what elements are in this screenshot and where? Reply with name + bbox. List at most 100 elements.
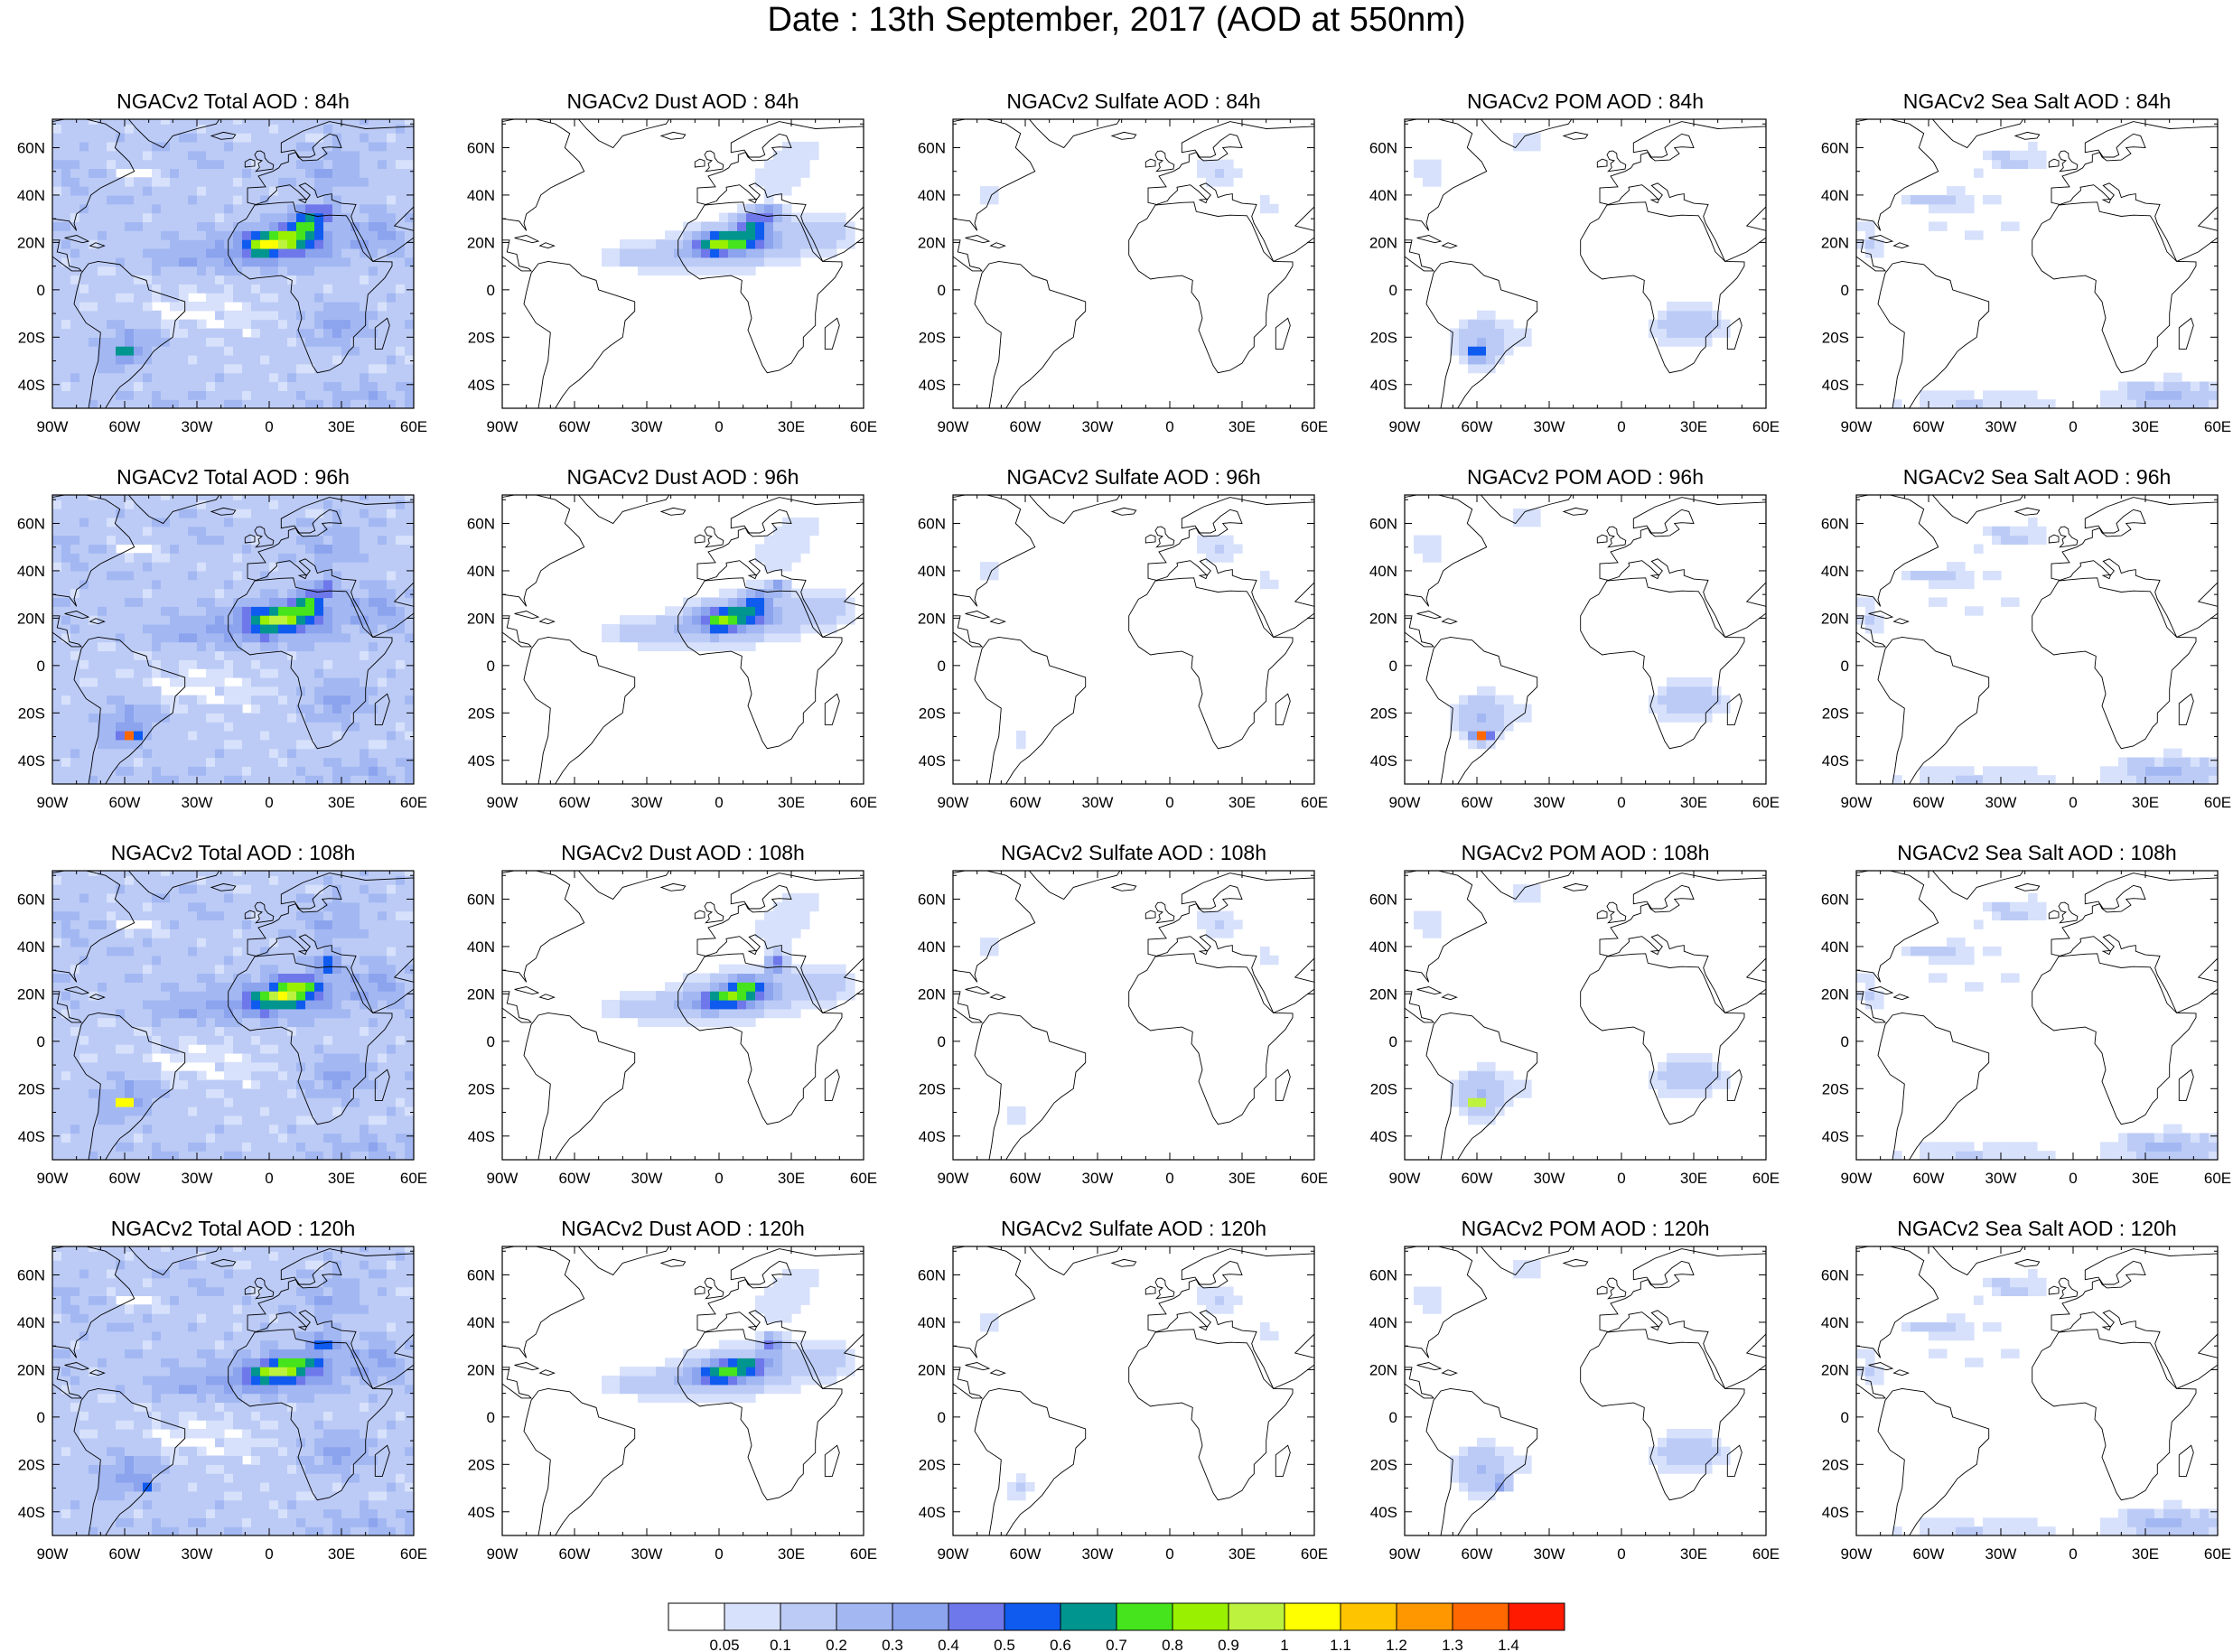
- lon-tick-label: 0: [1617, 1170, 1625, 1187]
- panel-grid: NGACv2 Total AOD : 84h 90W 60W 30W 0 30E 60E 60…: [17, 89, 2231, 1563]
- panel-title: NGACv2 POM AOD : 96h: [1467, 465, 1704, 489]
- colorbar-label: 0.8: [1162, 1637, 1183, 1652]
- coastline: [73, 1387, 186, 1535]
- lon-tick-label: 90W: [938, 1545, 969, 1563]
- coastline: [1416, 1362, 1443, 1371]
- aod-field: [1856, 119, 2218, 408]
- lat-tick-label: 40S: [1822, 1504, 1849, 1521]
- lon-tick-label: 90W: [487, 1545, 519, 1563]
- coastline: [1856, 991, 1887, 1023]
- coastline: [953, 871, 1036, 983]
- lat-tick-label: 40N: [1821, 187, 1849, 204]
- aod-field: [953, 871, 1314, 1160]
- panel-frame: [51, 1246, 415, 1536]
- lat-tick-label: 20N: [1821, 985, 1849, 1003]
- panel-frame: [501, 870, 864, 1161]
- coastline: [538, 994, 556, 1001]
- lon-tick-label: 90W: [1841, 1545, 1873, 1563]
- lon-tick-label: 0: [1617, 1545, 1625, 1563]
- coastline: [696, 497, 864, 638]
- coastline: [1856, 495, 1939, 607]
- coastline: [2032, 1329, 2197, 1501]
- map-panel: NGACv2 Dust AOD : 84h 90W 60W 30W 0 30E 60E 60N…: [467, 89, 877, 435]
- coastline: [1405, 615, 1435, 648]
- lat-tick-label: 20S: [1822, 1080, 1849, 1097]
- coastline: [254, 901, 275, 924]
- coastline: [538, 618, 556, 625]
- map-panel: NGACv2 POM AOD : 120h 90W 60W 30W 0 30E 60E 60N…: [1369, 1217, 1780, 1563]
- coastline: [1110, 1258, 1137, 1267]
- coastline: [2013, 882, 2041, 891]
- coastline: [64, 611, 90, 620]
- lon-tick-label: 90W: [487, 794, 519, 811]
- coastline: [1856, 119, 1939, 231]
- lat-tick-label: 40N: [1369, 1314, 1397, 1331]
- coastline: [1028, 871, 1121, 901]
- aod-field: [502, 119, 864, 408]
- coastline: [659, 131, 687, 140]
- map-panel: NGACv2 Sulfate AOD : 96h 90W 60W 30W 0 30E 60E…: [918, 465, 1328, 811]
- coastline: [1868, 611, 1894, 620]
- coastline: [2058, 1277, 2079, 1300]
- coastline: [127, 1246, 220, 1276]
- panel-title: NGACv2 Sulfate AOD : 108h: [1001, 841, 1266, 864]
- panel-frame: [952, 1246, 1315, 1536]
- lat-tick-label: 20N: [918, 234, 946, 251]
- lat-tick-label: 20N: [1369, 985, 1397, 1003]
- panel-frame: [952, 118, 1315, 409]
- lon-tick-label: 60E: [850, 794, 877, 811]
- lon-tick-label: 0: [1165, 794, 1173, 811]
- coastline: [577, 871, 670, 901]
- lat-tick-label: 0: [37, 282, 45, 299]
- colorbar-swatch: [1284, 1602, 1341, 1631]
- panel-frame: [1855, 870, 2219, 1161]
- coastline: [228, 577, 393, 750]
- panel-frame: [1404, 1246, 1767, 1536]
- coastline: [1606, 150, 1627, 173]
- lat-tick-label: 40N: [918, 187, 946, 204]
- lon-tick-label: 90W: [1841, 1170, 1873, 1187]
- lat-tick-label: 20S: [18, 705, 45, 722]
- lon-tick-label: 90W: [1389, 418, 1421, 435]
- panel-title: NGACv2 Sea Salt AOD : 84h: [1903, 89, 2172, 113]
- coastline: [538, 1369, 556, 1377]
- lon-tick-label: 30E: [1229, 1545, 1256, 1563]
- lon-tick-label: 30W: [1534, 794, 1565, 811]
- coastline: [1726, 693, 1742, 725]
- coastline: [1128, 953, 1294, 1125]
- lon-tick-label: 60W: [559, 1170, 591, 1187]
- coastline: [824, 1069, 840, 1101]
- coastline: [502, 239, 533, 272]
- coastline: [247, 1248, 414, 1389]
- lat-tick-label: 40N: [918, 938, 946, 956]
- lon-tick-label: 0: [1165, 418, 1173, 435]
- lat-tick-label: 60N: [918, 139, 946, 156]
- lon-tick-label: 60E: [2204, 1545, 2231, 1563]
- aod-field: [52, 1246, 414, 1535]
- panel-frame: [1855, 1246, 2219, 1536]
- lat-tick-label: 0: [938, 282, 946, 299]
- panel-title: NGACv2 Total AOD : 108h: [111, 841, 356, 864]
- lon-tick-label: 90W: [938, 794, 969, 811]
- coastline: [2178, 693, 2194, 725]
- coastline: [52, 615, 83, 648]
- coastline: [254, 526, 275, 548]
- map-panel: NGACv2 Dust AOD : 120h 90W 60W 30W 0 30E 60E 60…: [467, 1217, 877, 1563]
- panel-title: NGACv2 POM AOD : 108h: [1462, 841, 1710, 864]
- coastline: [1931, 1246, 2024, 1276]
- map-panel: NGACv2 Dust AOD : 108h 90W 60W 30W 0 30E 60E 60…: [467, 841, 877, 1187]
- coastline: [1425, 1387, 1538, 1535]
- coastline: [974, 636, 1087, 784]
- coastline: [696, 121, 864, 262]
- coastline: [1110, 507, 1137, 516]
- coastline: [1441, 618, 1458, 625]
- coastline: [1856, 871, 1939, 983]
- coastline: [1599, 497, 1766, 638]
- lon-tick-label: 60E: [1752, 794, 1780, 811]
- lat-tick-label: 40N: [1821, 1314, 1849, 1331]
- coastline: [1275, 317, 1291, 350]
- coastline: [694, 158, 705, 168]
- coastline: [374, 317, 390, 350]
- lat-tick-label: 40N: [1369, 563, 1397, 580]
- coastline: [89, 994, 106, 1001]
